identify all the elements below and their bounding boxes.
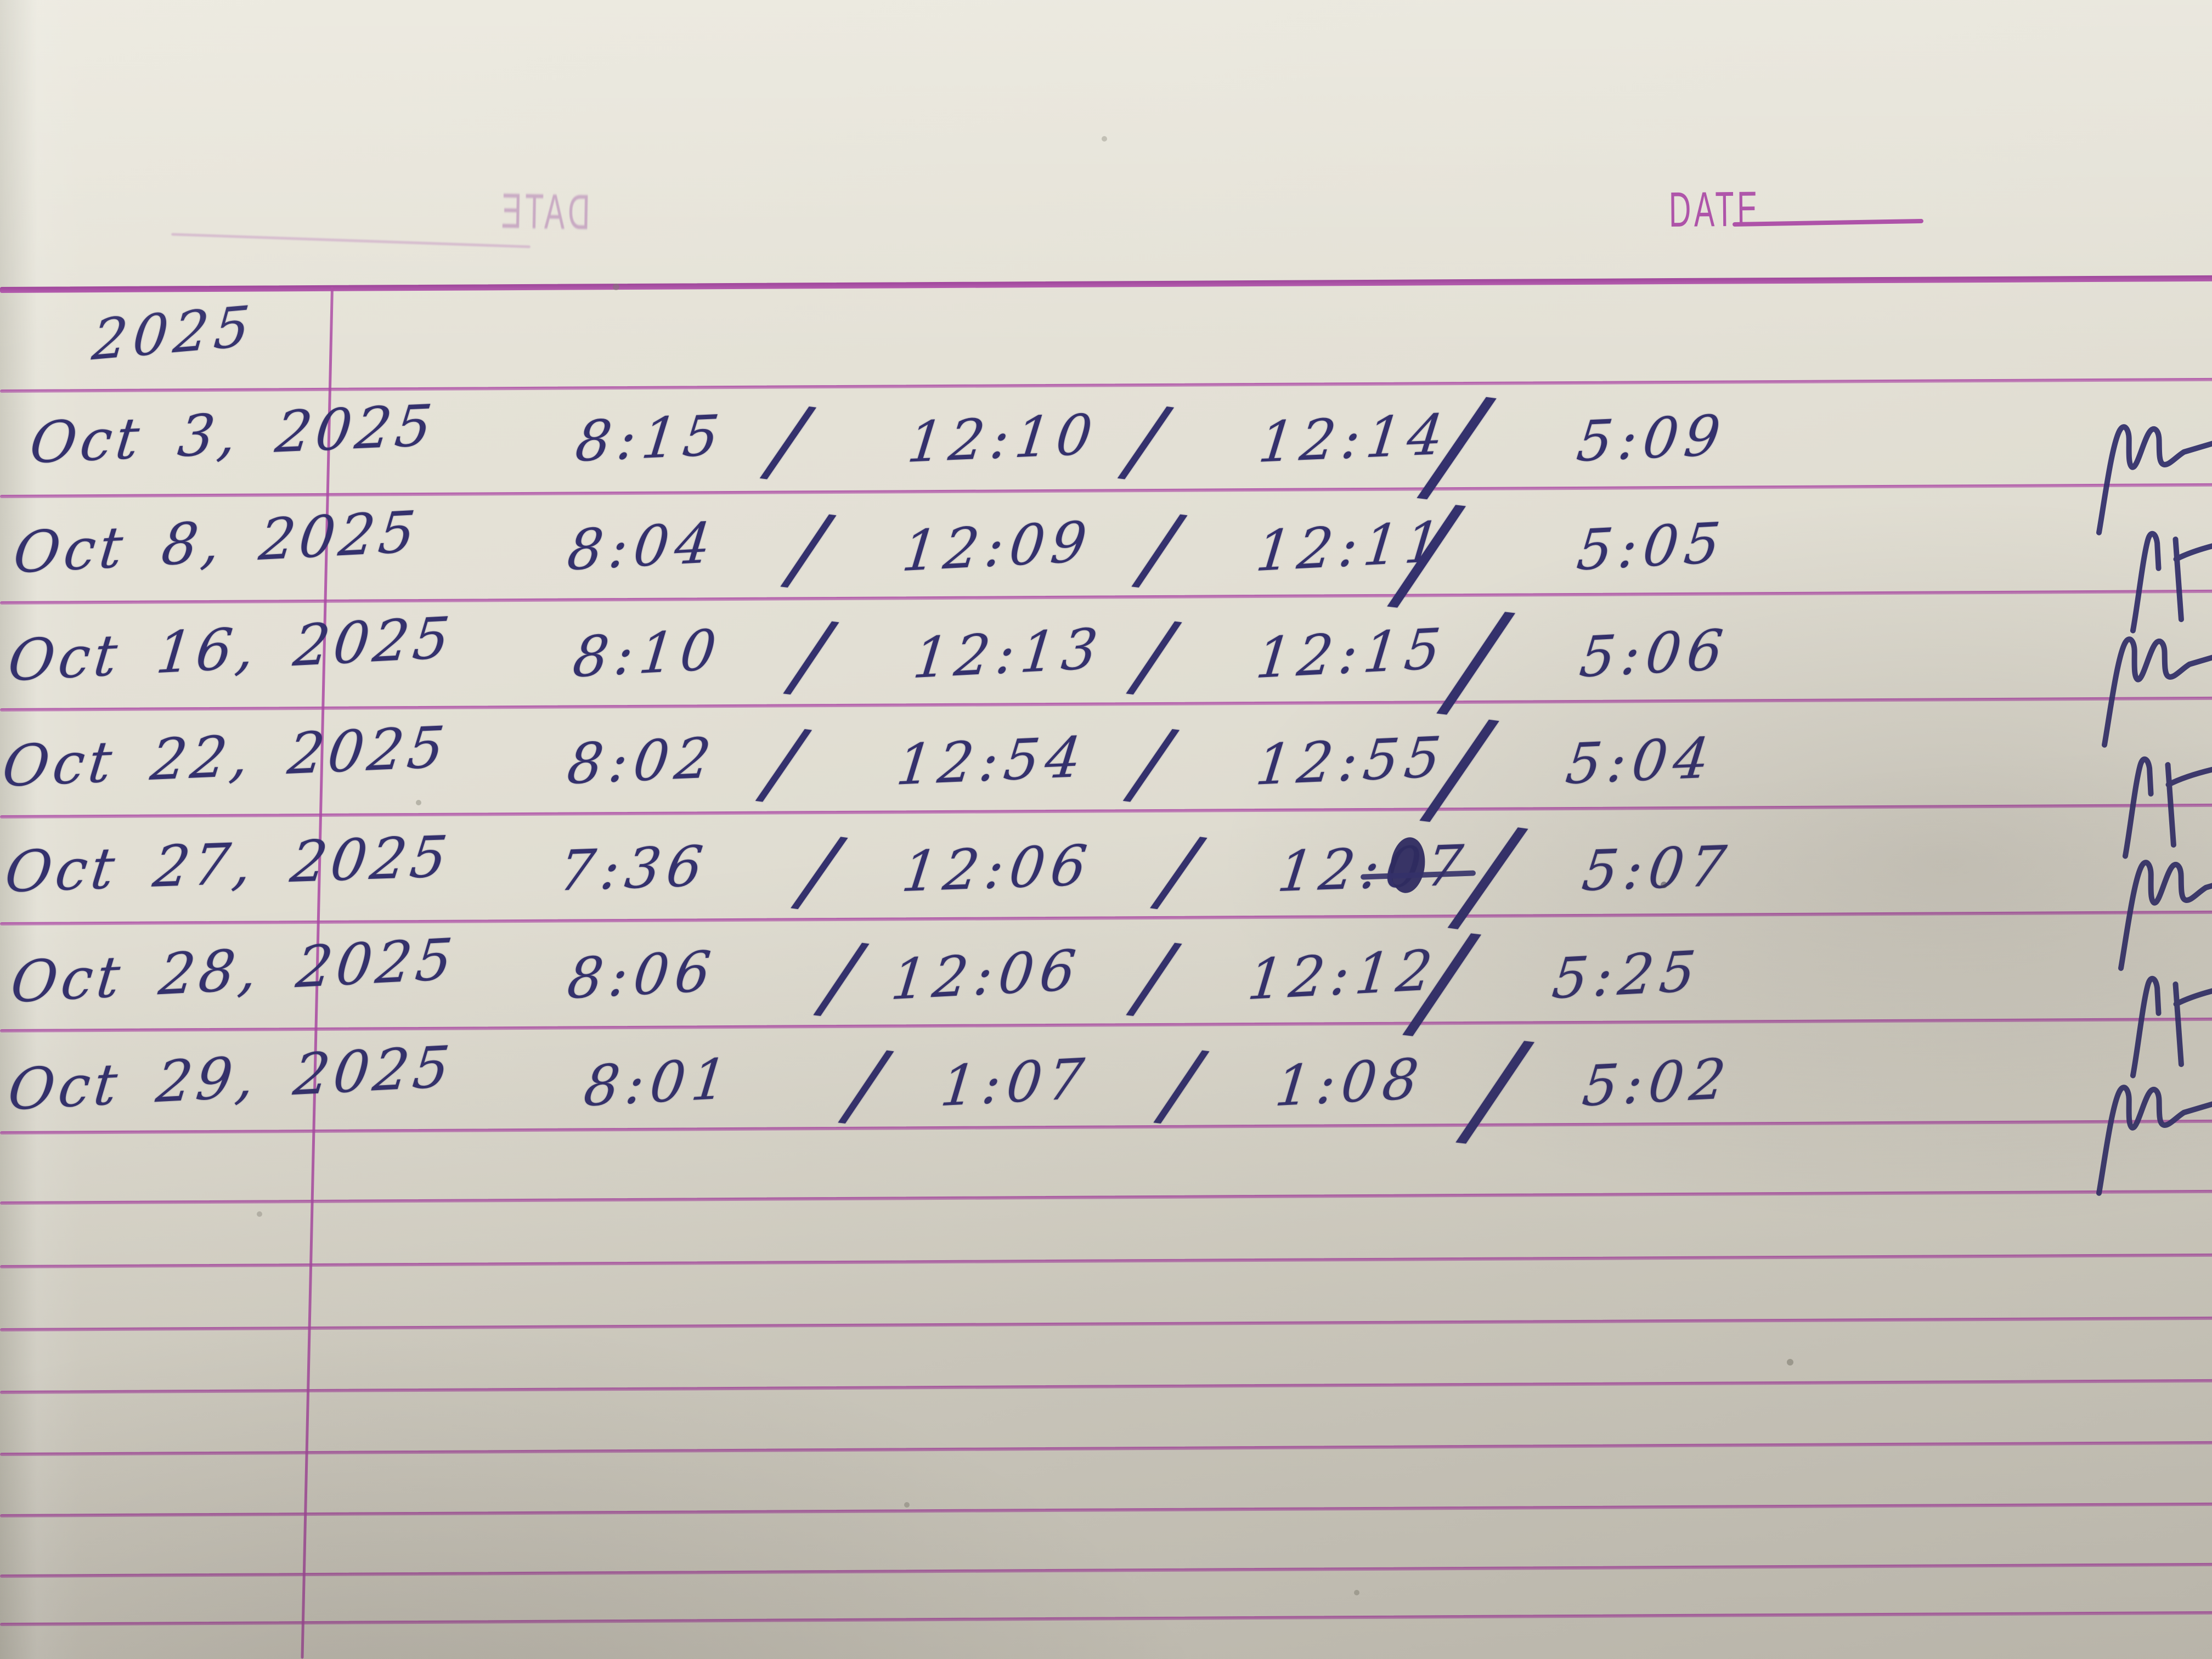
- ruled-line: [0, 1379, 2212, 1394]
- time-in-noon: 1:08: [1272, 1046, 1427, 1119]
- separator-slash: /: [1464, 1009, 1527, 1169]
- initials-mark: [2118, 860, 2212, 971]
- time-in-morning: 8:02: [564, 725, 720, 797]
- time-in-morning: 8:04: [564, 510, 720, 583]
- initials-mark: [2096, 1085, 2212, 1196]
- paper-speckles: [0, 0, 3, 3]
- date-stamp: DATE: [1668, 182, 1761, 238]
- ruled-line: [0, 1441, 2212, 1456]
- separator-slash: /: [788, 599, 834, 712]
- ruled-line: [0, 1562, 2212, 1578]
- time-out-evening: 5:09: [1573, 402, 1730, 475]
- ruled-line: [0, 1611, 2212, 1626]
- ruled-line: [0, 589, 2212, 605]
- date-underline: [1732, 218, 1924, 227]
- separator-slash: /: [1159, 1028, 1204, 1141]
- ruled-line: [0, 1017, 2212, 1032]
- time-in-noon: 12:55: [1252, 724, 1450, 798]
- time-in-noon: 12:07: [1274, 832, 1472, 905]
- time-in-noon: 12:14: [1255, 402, 1453, 475]
- separator-slash: /: [1128, 706, 1175, 820]
- date-entry: Oct 8, 2025: [10, 499, 422, 586]
- ruled-line: [0, 483, 2212, 498]
- time-in-morning: 8:15: [572, 402, 729, 475]
- separator-slash: /: [786, 492, 831, 605]
- separator-slash: /: [796, 813, 843, 928]
- time-out-noon: 12:06: [888, 937, 1085, 1013]
- time-out-noon: 12:06: [898, 832, 1097, 905]
- separator-slash: /: [1131, 920, 1177, 1034]
- date-entry: Oct 22, 2025: [0, 714, 452, 800]
- separator-slash: /: [1155, 813, 1203, 928]
- separator-slash: /: [1410, 902, 1474, 1061]
- time-out-noon: 1:07: [937, 1046, 1093, 1119]
- time-out-noon: 12:13: [910, 616, 1107, 691]
- time-out-evening: 5:25: [1549, 938, 1705, 1012]
- ruled-line: [0, 377, 2212, 393]
- date-entry: Oct 28, 2025: [8, 926, 459, 1016]
- date-entry: Oct 29, 2025: [5, 1034, 456, 1124]
- time-out-noon: 12:10: [904, 402, 1102, 475]
- time-in-morning: 8:01: [580, 1046, 736, 1119]
- date-entry: Oct 16, 2025: [5, 605, 456, 695]
- separator-slash: /: [819, 920, 864, 1034]
- time-in-morning: 8:06: [564, 938, 720, 1012]
- separator-slash: /: [1131, 599, 1177, 712]
- ruled-line: [0, 910, 2212, 926]
- separator-slash: /: [761, 706, 807, 820]
- time-in-noon: 12:15: [1252, 616, 1450, 691]
- separator-slash: /: [1123, 383, 1169, 497]
- ruled-line: [0, 1253, 2212, 1268]
- time-out-evening: 5:02: [1579, 1046, 1735, 1119]
- initials-mark: [2096, 424, 2212, 535]
- initials-mark: [2130, 975, 2212, 1079]
- ruled-line: [0, 1119, 2212, 1135]
- separator-slash: /: [1137, 492, 1182, 605]
- year-label: 2025: [89, 293, 258, 373]
- ruled-line: [0, 1316, 2212, 1331]
- separator-slash: /: [1395, 473, 1459, 633]
- page-edge-crease: [0, 0, 82, 1659]
- ghost-date-stamp: DATE: [498, 183, 591, 240]
- date-entry: Oct 3, 2025: [26, 392, 439, 477]
- separator-slash: /: [765, 383, 811, 497]
- initials-mark: [2101, 636, 2212, 748]
- time-out-evening: 5:06: [1576, 617, 1732, 690]
- ruled-line: [0, 696, 2212, 712]
- time-out-evening: 5:05: [1573, 510, 1729, 583]
- date-entry: Oct 27, 2025: [1, 823, 455, 906]
- ruled-line: [0, 803, 2212, 819]
- time-out-evening: 5:04: [1562, 725, 1719, 797]
- initials-mark: [2122, 756, 2212, 859]
- time-out-noon: 12:54: [893, 724, 1091, 798]
- ghost-underline: [171, 233, 531, 249]
- ruled-line: [0, 1189, 2212, 1205]
- time-in-morning: 7:36: [555, 833, 713, 904]
- time-out-evening: 5:07: [1578, 833, 1736, 904]
- separator-slash: /: [843, 1028, 889, 1141]
- time-in-noon: 12:12: [1244, 937, 1442, 1013]
- ruled-line: [0, 1502, 2212, 1517]
- time-out-noon: 12:09: [899, 509, 1096, 584]
- time-in-morning: 8:10: [569, 617, 725, 690]
- initials-mark: [2130, 531, 2212, 634]
